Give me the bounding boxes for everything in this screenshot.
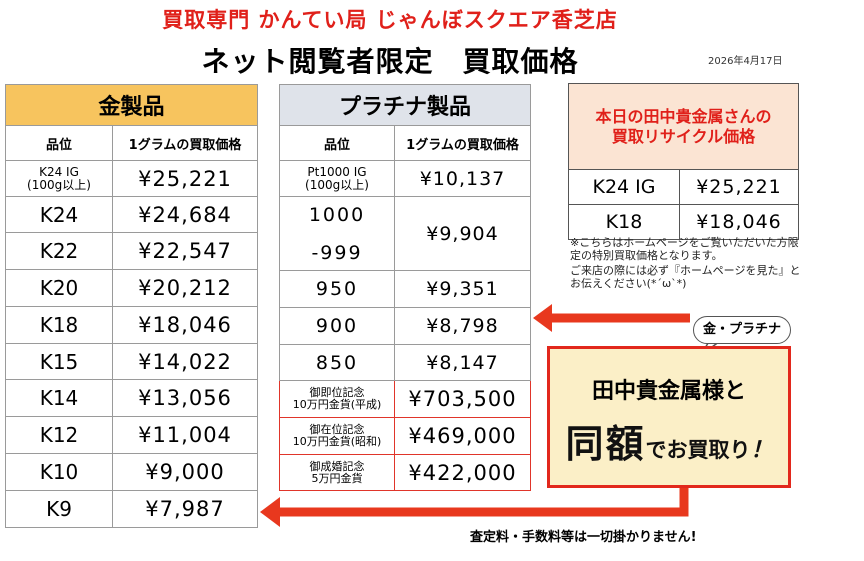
notice-line: ご来店の際には必ず『ホームページを見た』とお伝えください(*´ω`*) [570,264,801,290]
callout-mid-text: でお買取り [645,438,751,462]
tanaka-title-line-1: 本日の田中貴金属さんの [595,106,772,126]
date-label: 2026年4月17日 [708,56,783,67]
price-cell: ¥14,022 [112,343,258,380]
grade-cell: Pt1000 IG (100g以上) [279,160,395,197]
grade-cell: K10 [5,453,113,491]
tanaka-box-title: 本日の田中貴金属さんの 買取リサイクル価格 [568,83,799,170]
table-row: K12 ¥11,004 [5,416,258,454]
coin-price-cell: ¥469,000 [394,417,531,455]
table-row: 850 ¥8,147 [279,344,531,381]
table-row: 950 ¥9,351 [279,270,531,308]
callout-line-1: 田中貴金属様と [591,379,746,404]
grade-cell: K24 IG [568,169,680,205]
coin-row: 御成婚記念 5万円金貨 ¥422,000 [279,454,531,491]
coin-row: 御在位記念 10万円金貨(昭和) ¥469,000 [279,417,531,455]
price-cell: ¥9,000 [112,453,258,491]
coin-name-cell: 御成婚記念 5万円金貨 [279,454,395,491]
price-cell: ¥9,351 [394,270,531,308]
same-price-callout: 田中貴金属様と 同額でお買取り！ [547,346,791,488]
coin-row: 御即位記念 10万円金貨(平成) ¥703,500 [279,380,531,418]
price-cell: ¥9,904 [394,196,531,271]
gold-price-table: 金製品 品位 1グラムの買取価格 K24 IG (100g以上) ¥25,221… [5,84,258,528]
platinum-price-table: プラチナ製品 品位 1グラムの買取価格 Pt1000 IG (100g以上) ¥… [279,84,531,491]
price-cell: ¥25,221 [679,169,799,205]
table-row: K18 ¥18,046 [5,306,258,344]
price-cell: ¥22,547 [112,232,258,270]
coin-price-cell: ¥422,000 [394,454,531,491]
price-cell: ¥24,684 [112,196,258,233]
grade-column-header: 品位 [5,125,113,161]
footer-note: 査定料・手数料等は一切掛かりません! [470,530,697,545]
notice-text: ※こちらはホームページをご覧いただいた方限定の特別買取価格となります。 ご来店の… [570,236,802,292]
price-column-header: 1グラムの買取価格 [112,125,258,161]
grade-cell: K24 IG (100g以上) [5,160,113,197]
table-row: K10 ¥9,000 [5,453,258,491]
grade-line-1: 1000 [308,203,366,226]
price-cell: ¥11,004 [112,416,258,454]
table-row: K22 ¥22,547 [5,232,258,270]
grade-cell: K14 [5,379,113,417]
price-column-header: 1グラムの買取価格 [394,125,531,161]
bottom-arrow-icon [260,480,689,527]
coin-name-cell: 御在位記念 10万円金貨(昭和) [279,417,395,455]
table-row: K18 ¥18,046 [568,204,799,240]
grade-cell: 1000 -999 [279,196,395,271]
table-row: 1000 -999 ¥9,904 [279,196,531,271]
gold-platinum-bubble: 金・プラチナ [693,316,791,344]
price-cell: ¥18,046 [112,306,258,344]
callout-exclamation: ！ [750,438,773,463]
grade-line-2: -999 [311,241,363,264]
callout-line-2: 同額でお買取り！ [550,413,788,468]
platinum-table-title: プラチナ製品 [279,84,531,126]
right-arrow-icon [533,304,690,332]
store-title: 買取専門 かんてい局 じゃんぼスクエア香芝店 [162,8,618,32]
table-row: 900 ¥8,798 [279,307,531,345]
grade-cell: K18 [568,204,680,240]
price-cell: ¥10,137 [394,160,531,197]
grade-cell: 950 [279,270,395,308]
table-row: K24 IG ¥25,221 [568,169,799,205]
grade-cell: 850 [279,344,395,381]
price-cell: ¥18,046 [679,204,799,240]
grade-cell: K22 [5,232,113,270]
page-title: ネット閲覧者限定 買取価格 [201,45,579,78]
grade-cell: K20 [5,269,113,307]
callout-big-text: 同額 [565,422,646,466]
price-cell: ¥8,147 [394,344,531,381]
table-row: K9 ¥7,987 [5,490,258,528]
price-cell: ¥8,798 [394,307,531,345]
table-row: Pt1000 IG (100g以上) ¥10,137 [279,160,531,197]
table-row: K14 ¥13,056 [5,379,258,417]
table-row: K24 ¥24,684 [5,196,258,233]
coin-price-cell: ¥703,500 [394,380,531,418]
table-row: K20 ¥20,212 [5,269,258,307]
grade-cell: K12 [5,416,113,454]
notice-line: ※こちらはホームページをご覧いただいた方限定の特別買取価格となります。 [570,236,799,262]
price-cell: ¥7,987 [112,490,258,528]
tanaka-price-box: 本日の田中貴金属さんの 買取リサイクル価格 K24 IG ¥25,221 K18… [568,83,799,240]
table-row: K15 ¥14,022 [5,343,258,380]
tanaka-title-line-2: 買取リサイクル価格 [611,126,756,146]
